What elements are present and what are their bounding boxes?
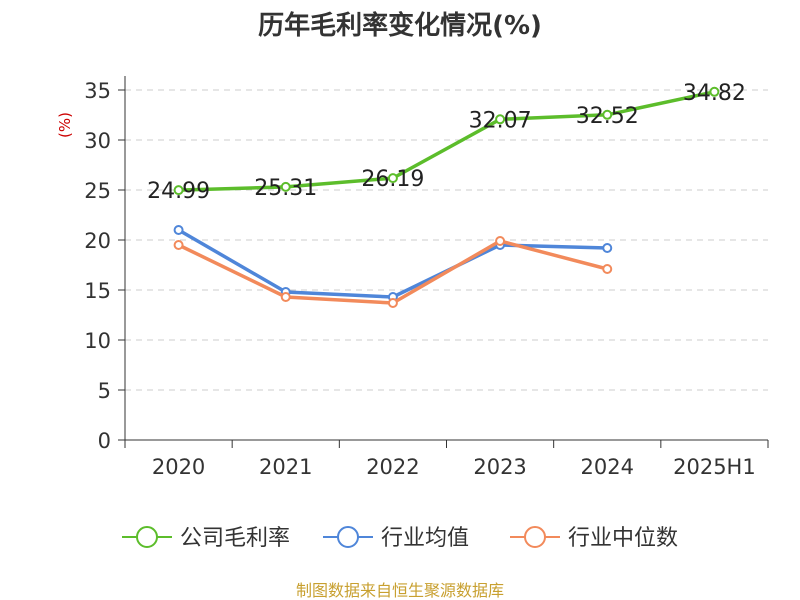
grid-lines: [125, 89, 768, 391]
data-point: [280, 292, 291, 302]
y-tick-label: 10: [84, 329, 111, 353]
legend-item[interactable]: 行业中位数: [510, 526, 678, 551]
y-tick-label: 15: [84, 279, 111, 303]
axes: [124, 76, 768, 441]
data-label: 24.99: [147, 179, 210, 204]
legend-label: 公司毛利率: [180, 526, 290, 551]
data-label: 32.07: [469, 108, 532, 133]
y-axis-label: (%): [56, 112, 74, 138]
x-tick-label: 2025H1: [673, 455, 756, 479]
data-point: [173, 240, 184, 250]
data-point: [602, 264, 613, 274]
y-tick-label: 30: [84, 129, 111, 153]
x-tick-label: 2021: [259, 455, 312, 479]
data-point: [387, 173, 398, 184]
data-label: 25.31: [254, 176, 317, 201]
legend-label: 行业中位数: [568, 526, 678, 551]
data-point: [280, 181, 291, 192]
data-label: 34.82: [683, 81, 746, 106]
x-tick-label: 2020: [152, 455, 205, 479]
legend-marker: [337, 526, 359, 548]
data-point: [495, 236, 506, 246]
legend-marker: [524, 526, 546, 548]
data-point: [709, 86, 720, 97]
series-line: [178, 90, 715, 192]
legend-marker: [136, 526, 158, 548]
legend[interactable]: 公司毛利率 行业均值 行业中位数: [122, 526, 678, 551]
data-point: [602, 243, 613, 253]
data-point: [173, 225, 184, 235]
y-tick-label: 35: [84, 79, 111, 103]
x-tick-label: 2024: [581, 455, 634, 479]
y-axis-ticks: 0 5 10 15 20 25 30 35: [84, 79, 125, 453]
y-tick-label: 20: [84, 229, 111, 253]
y-tick-label: 25: [84, 179, 111, 203]
data-labels: 24.99 25.31 26.19 32.07 32.52 34.82: [147, 81, 746, 204]
y-tick-label: 5: [98, 379, 111, 403]
legend-label: 行业均值: [381, 526, 469, 551]
data-point: [495, 114, 506, 125]
chart-title: 历年毛利率变化情况(%): [258, 10, 542, 41]
source-footer: 制图数据来自恒生聚源数据库: [296, 581, 504, 600]
x-tick-label: 2022: [366, 455, 419, 479]
data-label: 26.19: [361, 167, 424, 192]
series-layer: [173, 86, 720, 308]
x-axis-ticks: 2020 2021 2022 2023 2024 2025H1: [124, 440, 769, 479]
legend-item[interactable]: 公司毛利率: [122, 526, 290, 551]
x-tick-label: 2023: [473, 455, 526, 479]
legend-item[interactable]: 行业均值: [323, 526, 469, 551]
y-tick-label: 0: [98, 429, 111, 453]
data-point: [387, 298, 398, 308]
data-point: [602, 109, 613, 120]
data-label: 32.52: [576, 104, 639, 129]
data-point: [173, 185, 184, 196]
